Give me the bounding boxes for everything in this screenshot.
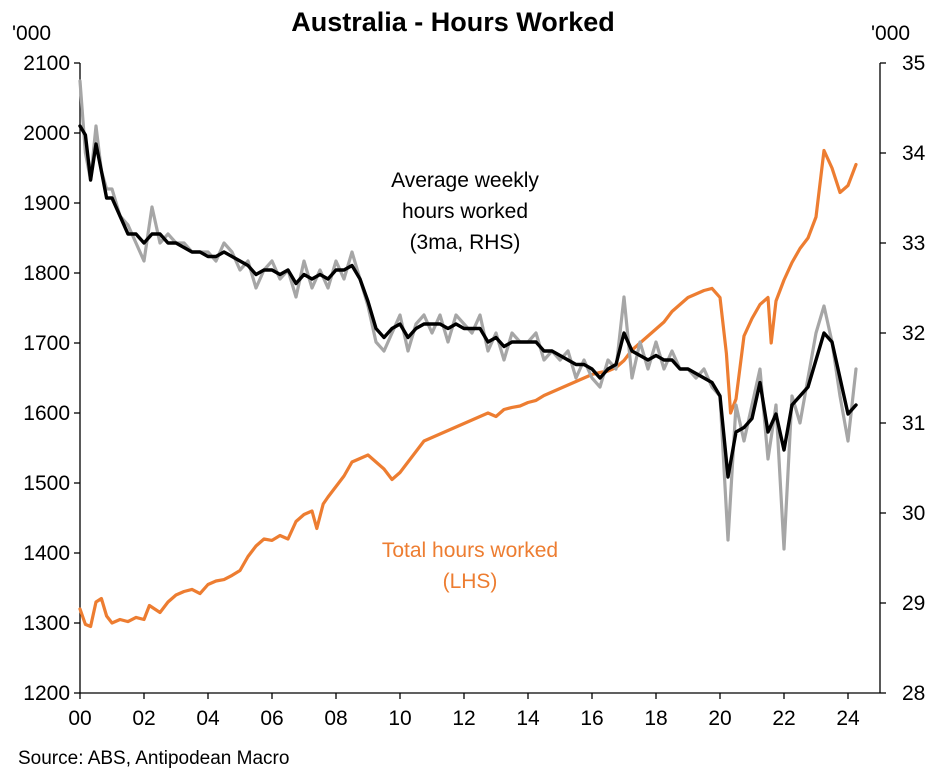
right-tick-label: 28 xyxy=(902,682,925,705)
left-tick-label: 1200 xyxy=(23,682,70,705)
x-tick-label: 14 xyxy=(516,707,540,730)
x-tick-label: 04 xyxy=(196,707,220,730)
left-tick-label: 1400 xyxy=(23,542,70,565)
total-hours-line xyxy=(78,148,858,629)
x-axis-ticks: 00 02 04 06 08 10 12 14 16 18 20 22 24 xyxy=(68,693,860,730)
right-tick-label: 34 xyxy=(902,142,926,165)
right-tick-label: 30 xyxy=(902,502,925,525)
source-note: Source: ABS, Antipodean Macro xyxy=(18,748,289,769)
avg-hours-3ma-line xyxy=(78,124,858,479)
left-tick-label: 1600 xyxy=(23,402,70,425)
left-tick-label: 1700 xyxy=(23,332,70,355)
avg-annotation-line: hours worked xyxy=(402,200,528,223)
x-tick-label: 00 xyxy=(68,707,91,730)
right-axis-ticks: 35 34 33 32 31 30 29 28 xyxy=(880,52,926,705)
right-tick-label: 29 xyxy=(902,592,925,615)
avg-hours-annotation: Average weekly hours worked (3ma, RHS) xyxy=(391,169,539,254)
right-tick-label: 33 xyxy=(902,232,925,255)
x-tick-label: 06 xyxy=(260,707,283,730)
left-tick-label: 1800 xyxy=(23,262,70,285)
x-tick-label: 18 xyxy=(644,707,667,730)
chart-title: Australia - Hours Worked xyxy=(291,7,615,37)
left-tick-label: 1900 xyxy=(23,192,70,215)
total-annotation-line: (LHS) xyxy=(443,570,498,593)
x-tick-label: 24 xyxy=(836,707,860,730)
left-tick-label: 1300 xyxy=(23,612,70,635)
x-tick-label: 08 xyxy=(324,707,347,730)
left-axis-unit: '000 xyxy=(12,22,51,45)
avg-annotation-line: (3ma, RHS) xyxy=(410,231,521,254)
x-tick-label: 22 xyxy=(772,707,795,730)
avg-annotation-line: Average weekly xyxy=(391,169,539,192)
x-tick-label: 10 xyxy=(388,707,411,730)
left-axis-ticks: 2100 2000 1900 1800 1700 1600 1500 1400 1300 1200 xyxy=(23,52,80,705)
axes xyxy=(79,63,881,694)
left-tick-label: 2000 xyxy=(23,122,70,145)
right-tick-label: 31 xyxy=(902,412,925,435)
left-tick-label: 1500 xyxy=(23,472,70,495)
right-axis-unit: '000 xyxy=(871,22,910,45)
x-tick-label: 20 xyxy=(708,707,731,730)
right-tick-label: 32 xyxy=(902,322,925,345)
right-tick-label: 35 xyxy=(902,52,925,75)
x-tick-label: 16 xyxy=(580,707,603,730)
total-hours-annotation: Total hours worked (LHS) xyxy=(382,539,558,593)
x-tick-label: 12 xyxy=(452,707,475,730)
left-tick-label: 2100 xyxy=(23,52,70,75)
series-lines xyxy=(78,79,858,629)
x-tick-label: 02 xyxy=(132,707,155,730)
avg-hours-monthly-line xyxy=(78,79,858,551)
total-annotation-line: Total hours worked xyxy=(382,539,558,562)
